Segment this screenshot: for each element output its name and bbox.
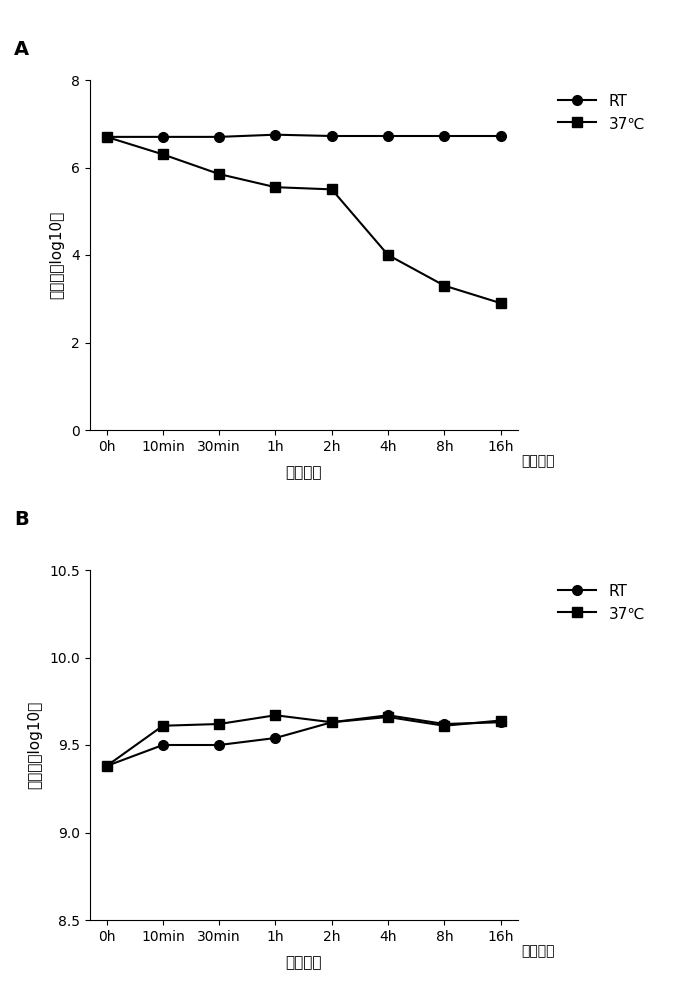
37℃ [102,760,110,772]
37℃ [159,148,167,160]
RT [384,130,392,142]
RT [102,760,110,772]
Legend: RT, 37℃: RT, 37℃ [552,578,651,628]
Y-axis label: 荧光强度log10値: 荧光强度log10値 [28,701,42,789]
RT [497,130,505,142]
37℃ [328,183,336,195]
RT [497,716,505,728]
RT [384,709,392,721]
RT [159,739,167,751]
Text: B: B [14,510,28,529]
37℃ [440,280,449,292]
RT [271,129,279,141]
Y-axis label: 荧光强度log10値: 荧光强度log10値 [49,211,64,299]
37℃ [440,720,449,732]
RT [215,131,224,143]
RT [440,130,449,142]
37℃ [497,714,505,726]
37℃ [271,181,279,193]
RT [271,732,279,744]
RT [328,716,336,728]
Legend: RT, 37℃: RT, 37℃ [552,88,651,138]
RT [440,718,449,730]
37℃ [159,720,167,732]
RT [159,131,167,143]
Text: A: A [14,40,29,59]
Text: 孵育时间: 孵育时间 [522,944,555,958]
RT [328,130,336,142]
RT [215,739,224,751]
37℃ [328,716,336,728]
Line: RT: RT [101,710,506,771]
37℃ [271,709,279,721]
Text: 孵育时间: 孵育时间 [522,454,555,468]
RT [102,131,110,143]
Line: RT: RT [101,130,506,142]
37℃ [102,131,110,143]
Line: 37℃: 37℃ [101,710,506,771]
37℃ [215,718,224,730]
Line: 37℃: 37℃ [101,132,506,308]
37℃ [215,168,224,180]
37℃ [497,297,505,309]
X-axis label: 作用时间: 作用时间 [286,955,322,970]
37℃ [384,249,392,261]
37℃ [384,711,392,723]
X-axis label: 作用时间: 作用时间 [286,465,322,480]
